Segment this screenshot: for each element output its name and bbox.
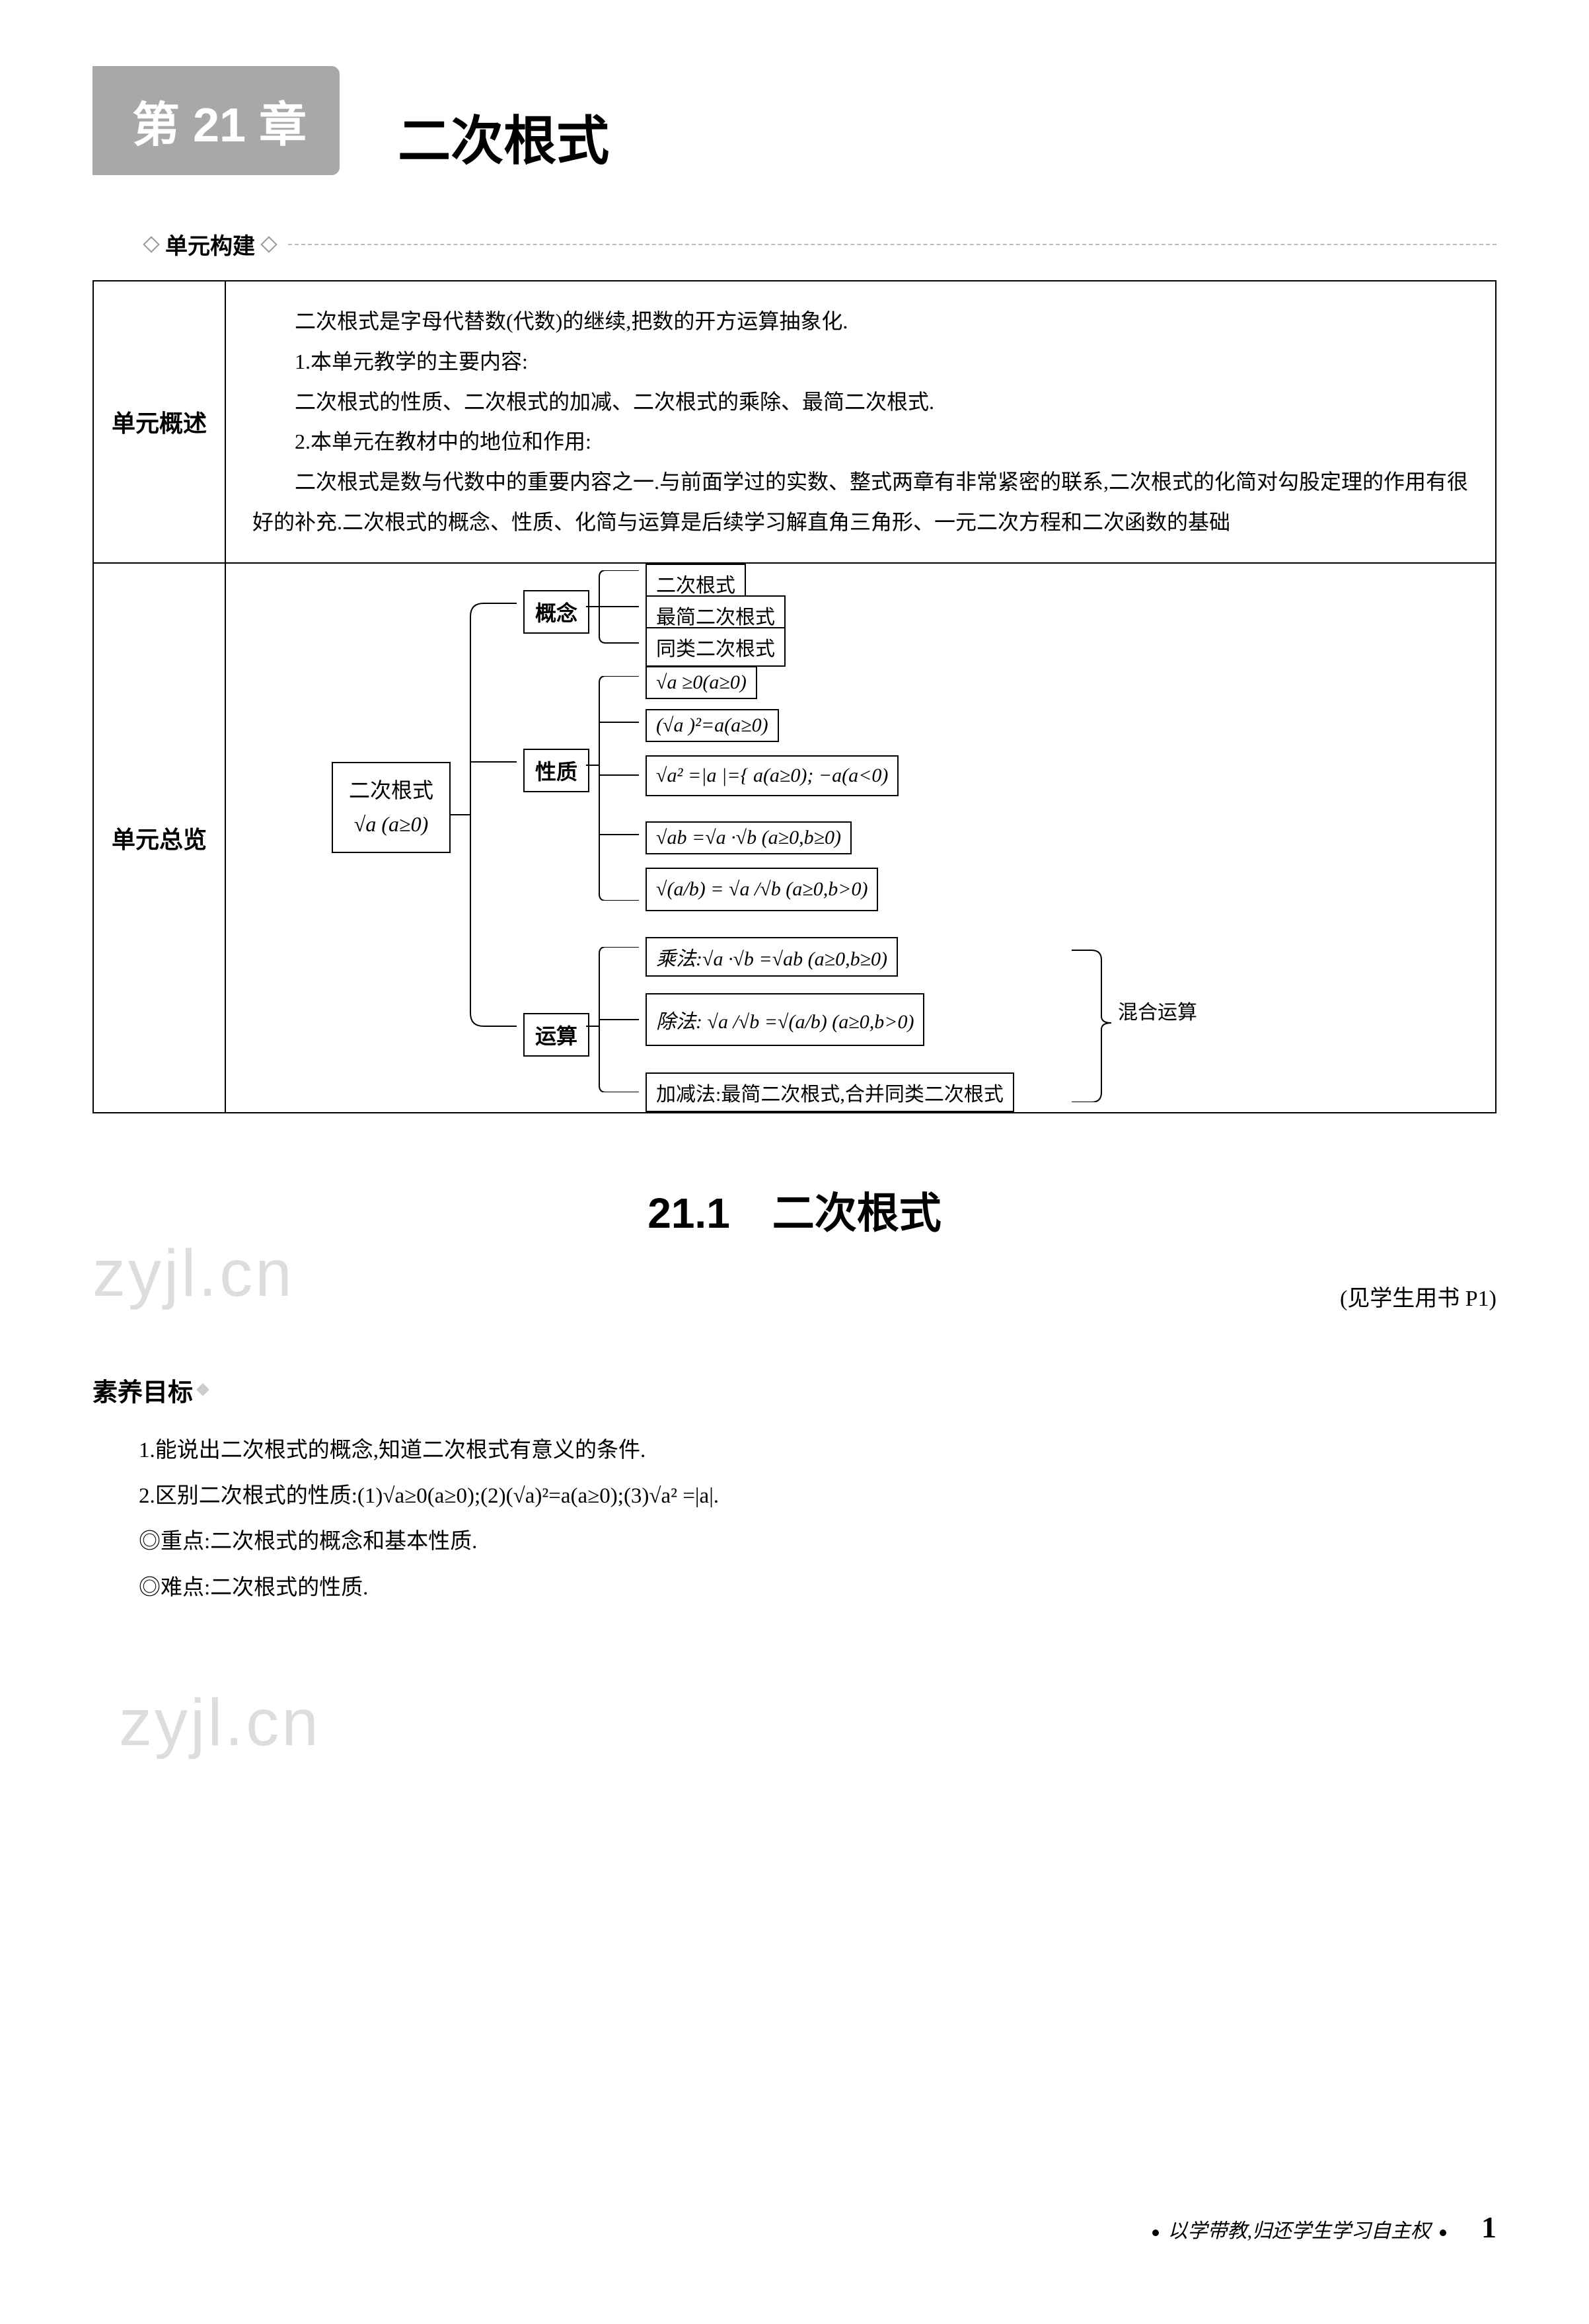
goal-2: 2.区别二次根式的性质:(1)√a≥0(a≥0);(2)(√a)²=a(a≥0)…	[139, 1474, 1497, 1519]
mixed-label: 混合运算	[1118, 1000, 1197, 1026]
operation-node: 运算	[523, 1013, 589, 1057]
dot-icon	[1152, 2230, 1159, 2236]
dot-icon	[1440, 2230, 1446, 2236]
overview-p3: 二次根式的性质、二次根式的加减、二次根式的乘除、最简二次根式.	[252, 382, 1469, 422]
bracket-concept	[586, 570, 646, 650]
concept-node: 概念	[523, 590, 589, 634]
goals-header-text: 素养目标	[92, 1372, 193, 1408]
page-number: 1	[1481, 2210, 1497, 2244]
chapter-title: 二次根式	[398, 98, 609, 175]
bracket-mixed	[1072, 944, 1118, 1102]
bracket-property	[586, 676, 646, 901]
root-l1: 二次根式	[349, 774, 433, 807]
diamond-icon	[260, 236, 277, 252]
bracket-operation	[586, 947, 646, 1092]
overview-content: 二次根式是字母代替数(代数)的继续,把数的开方运算抽象化. 1.本单元教学的主要…	[226, 281, 1495, 562]
watermark: zyjl.cn	[92, 1236, 295, 1312]
property-leaf-1: (√a )²=a(a≥0)	[646, 709, 779, 742]
overview-label: 单元概述	[94, 281, 226, 562]
divider	[288, 244, 1497, 245]
footer-text: 以学带教,归还学生学习自主权	[1168, 2220, 1431, 2242]
watermark: zyjl.cn	[119, 1685, 321, 1761]
unit-build-header: 单元构建	[145, 228, 1497, 260]
section-21-1-title: 21.1 二次根式	[92, 1180, 1497, 1240]
chapter-badge: 第 21 章	[92, 66, 340, 175]
summary-label: 单元总览	[94, 564, 226, 1112]
overview-row: 单元概述 二次根式是字母代替数(代数)的继续,把数的开方运算抽象化. 1.本单元…	[94, 281, 1495, 564]
bracket-main	[451, 590, 530, 1079]
diamond-icon	[196, 1383, 209, 1396]
overview-p4: 2.本单元在教材中的地位和作用:	[252, 422, 1469, 462]
unit-build-label: 单元构建	[165, 228, 255, 260]
property-node: 性质	[523, 749, 589, 792]
goals-list: 1.能说出二次根式的概念,知道二次根式有意义的条件. 2.区别二次根式的性质:(…	[92, 1428, 1497, 1611]
operation-leaf-0: 乘法:√a ·√b =√ab (a≥0,b≥0)	[646, 937, 898, 977]
operation-leaf-2: 加减法:最简二次根式,合并同类二次根式	[646, 1072, 1014, 1112]
unit-table: 单元概述 二次根式是字母代替数(代数)的继续,把数的开方运算抽象化. 1.本单元…	[92, 280, 1497, 1113]
footer: 以学带教,归还学生学习自主权 1	[1148, 2210, 1497, 2245]
operation-leaf-1: 除法: √a /√b =√(a/b) (a≥0,b>0)	[646, 993, 924, 1046]
root-node: 二次根式 √a (a≥0)	[332, 762, 451, 853]
concept-leaf-2: 同类二次根式	[646, 627, 786, 667]
property-leaf-4: √(a/b) = √a /√b (a≥0,b>0)	[646, 868, 878, 911]
ref-note: (见学生用书 P1)	[92, 1280, 1497, 1312]
property-leaf-2: √a² =|a |={ a(a≥0); −a(a<0)	[646, 755, 899, 796]
summary-row: 单元总览 二次根式 √a (a≥0) 概念 二次根式 最简二次根式	[94, 564, 1495, 1112]
goal-3: ◎重点:二次根式的概念和基本性质.	[139, 1519, 1497, 1565]
goal-1: 1.能说出二次根式的概念,知道二次根式有意义的条件.	[139, 1428, 1497, 1474]
property-leaf-3: √ab =√a ·√b (a≥0,b≥0)	[646, 821, 852, 854]
overview-p5: 二次根式是数与代数中的重要内容之一.与前面学过的实数、整式两章有非常紧密的联系,…	[252, 462, 1469, 543]
property-leaf-0: √a ≥0(a≥0)	[646, 666, 757, 699]
overview-p2: 1.本单元教学的主要内容:	[252, 342, 1469, 382]
diamond-icon	[143, 236, 159, 252]
goal-4: ◎难点:二次根式的性质.	[139, 1565, 1497, 1611]
diagram: 二次根式 √a (a≥0) 概念 二次根式 最简二次根式 同类二次根式 性质	[226, 564, 1495, 1112]
goals-header: 素养目标	[92, 1372, 1497, 1408]
root-l2: √a (a≥0)	[349, 807, 433, 841]
overview-p1: 二次根式是字母代替数(代数)的继续,把数的开方运算抽象化.	[252, 301, 1469, 342]
